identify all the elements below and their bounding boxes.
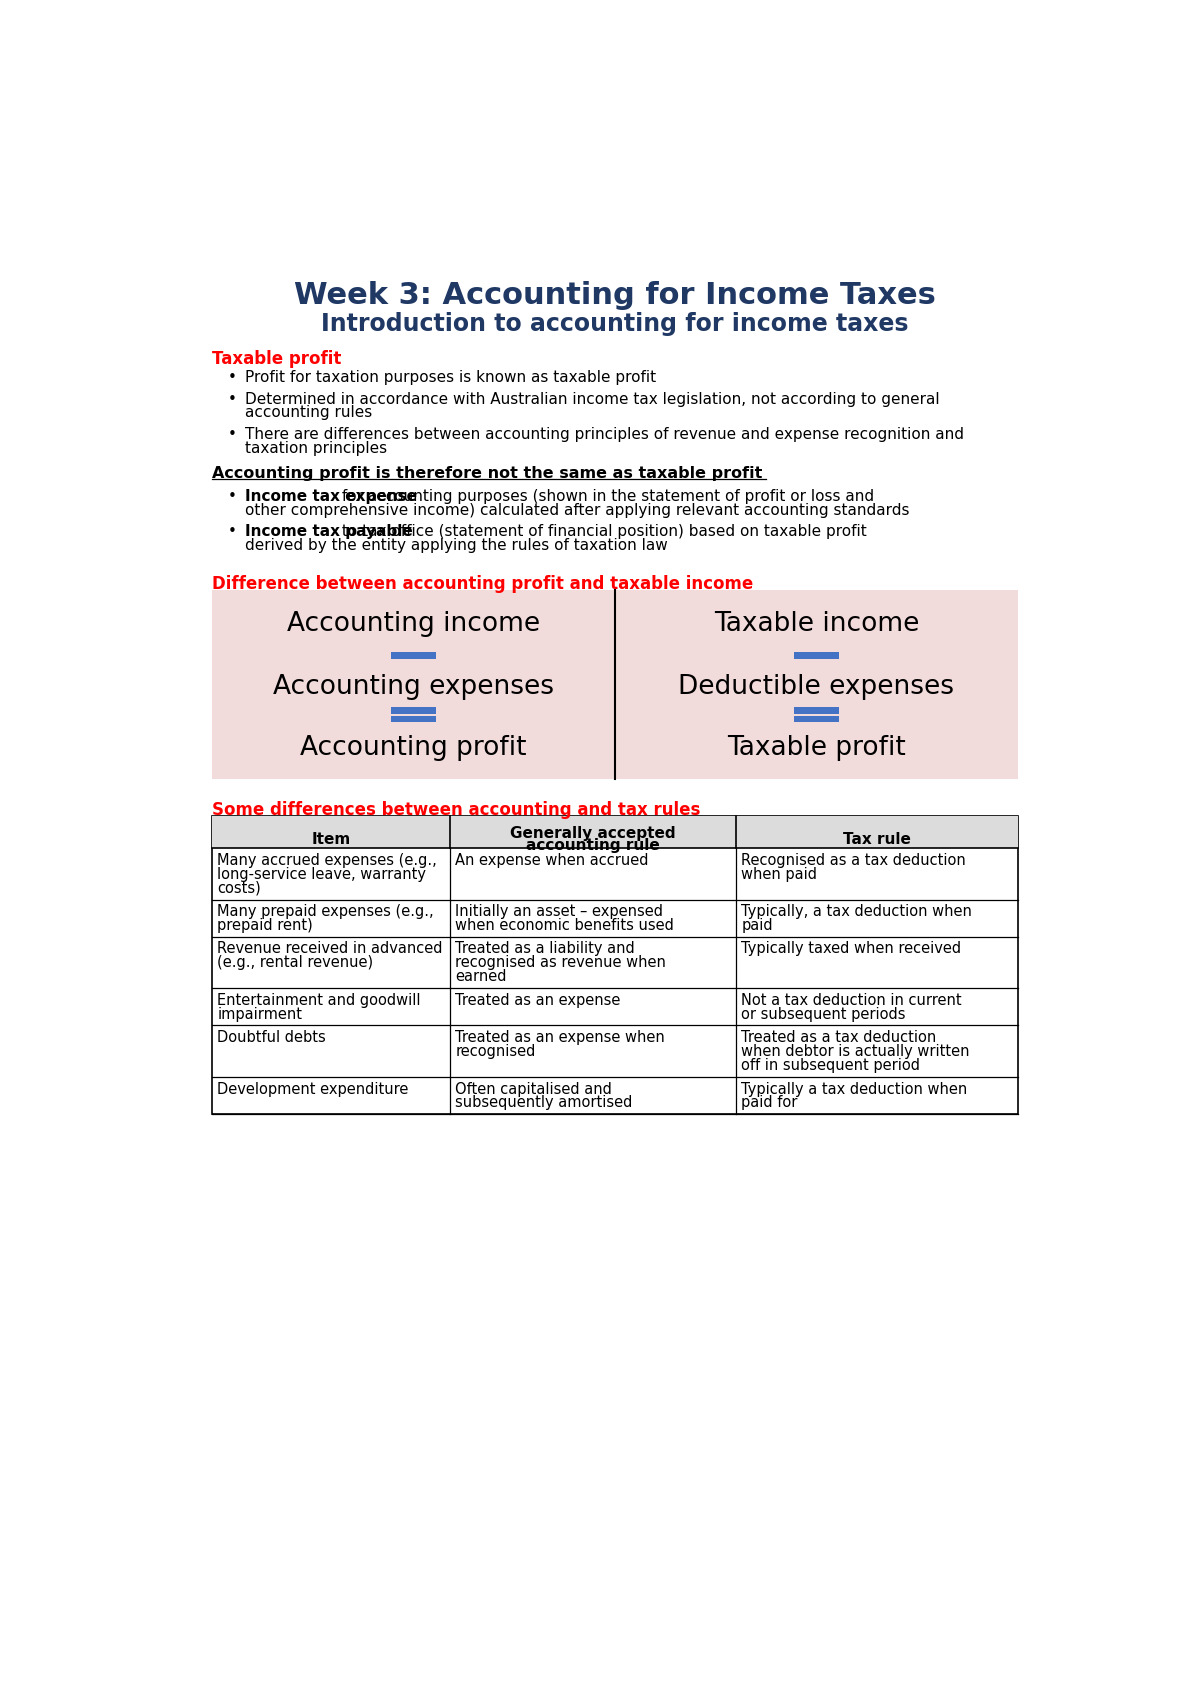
Text: Generally accepted: Generally accepted [510, 825, 676, 841]
Text: recognised: recognised [455, 1044, 535, 1060]
Text: derived by the entity applying the rules of taxation law: derived by the entity applying the rules… [245, 538, 667, 554]
Text: prepaid rent): prepaid rent) [217, 919, 313, 934]
Text: •: • [228, 489, 236, 504]
Text: costs): costs) [217, 881, 262, 895]
Text: Taxable profit: Taxable profit [212, 350, 341, 368]
Text: Some differences between accounting and tax rules: Some differences between accounting and … [212, 800, 701, 818]
Text: when paid: when paid [742, 866, 817, 881]
Text: Treated as an expense: Treated as an expense [455, 993, 620, 1009]
FancyBboxPatch shape [794, 715, 839, 722]
Text: long-service leave, warranty: long-service leave, warranty [217, 866, 426, 881]
Text: or subsequent periods: or subsequent periods [742, 1007, 906, 1022]
Text: Item: Item [311, 832, 350, 847]
Text: Accounting income: Accounting income [287, 611, 540, 637]
FancyBboxPatch shape [391, 652, 436, 659]
Text: Many prepaid expenses (e.g.,: Many prepaid expenses (e.g., [217, 905, 434, 919]
Text: Revenue received in advanced: Revenue received in advanced [217, 941, 443, 956]
Text: Often capitalised and: Often capitalised and [455, 1082, 612, 1097]
Text: •: • [228, 525, 236, 538]
Text: (e.g., rental revenue): (e.g., rental revenue) [217, 956, 373, 970]
Text: other comprehensive income) calculated after applying relevant accounting standa: other comprehensive income) calculated a… [245, 503, 910, 518]
Text: Income tax payable: Income tax payable [245, 525, 413, 538]
Text: Treated as a liability and: Treated as a liability and [455, 941, 635, 956]
Text: Development expenditure: Development expenditure [217, 1082, 409, 1097]
Text: Recognised as a tax deduction: Recognised as a tax deduction [742, 852, 966, 868]
Text: paid: paid [742, 919, 773, 934]
Text: Week 3: Accounting for Income Taxes: Week 3: Accounting for Income Taxes [294, 280, 936, 309]
Text: Difference between accounting profit and taxable income: Difference between accounting profit and… [212, 576, 754, 593]
Text: accounting rules: accounting rules [245, 406, 372, 421]
Text: Taxable profit: Taxable profit [727, 735, 906, 761]
Text: to tax office (statement of financial position) based on taxable profit: to tax office (statement of financial po… [337, 525, 866, 538]
Text: Accounting expenses: Accounting expenses [274, 674, 554, 700]
Text: Treated as an expense when: Treated as an expense when [455, 1031, 665, 1044]
Text: taxation principles: taxation principles [245, 441, 386, 457]
Text: paid for: paid for [742, 1095, 798, 1110]
Text: Deductible expenses: Deductible expenses [678, 674, 954, 700]
FancyBboxPatch shape [212, 817, 1018, 1114]
Text: Not a tax deduction in current: Not a tax deduction in current [742, 993, 962, 1009]
Text: when economic benefits used: when economic benefits used [455, 919, 674, 934]
Text: for accounting purposes (shown in the statement of profit or loss and: for accounting purposes (shown in the st… [337, 489, 874, 504]
Text: earned: earned [455, 970, 506, 985]
Text: •: • [228, 428, 236, 441]
Text: Entertainment and goodwill: Entertainment and goodwill [217, 993, 421, 1009]
Text: Introduction to accounting for income taxes: Introduction to accounting for income ta… [322, 311, 908, 336]
Text: Treated as a tax deduction: Treated as a tax deduction [742, 1031, 936, 1044]
Text: when debtor is actually written: when debtor is actually written [742, 1044, 970, 1060]
FancyBboxPatch shape [391, 715, 436, 722]
Text: recognised as revenue when: recognised as revenue when [455, 956, 666, 970]
Text: Typically, a tax deduction when: Typically, a tax deduction when [742, 905, 972, 919]
FancyBboxPatch shape [212, 591, 1018, 779]
Text: Many accrued expenses (e.g.,: Many accrued expenses (e.g., [217, 852, 437, 868]
Text: An expense when accrued: An expense when accrued [455, 852, 649, 868]
Text: There are differences between accounting principles of revenue and expense recog: There are differences between accounting… [245, 428, 964, 441]
Text: Initially an asset – expensed: Initially an asset – expensed [455, 905, 664, 919]
Text: Accounting profit is therefore not the same as taxable profit: Accounting profit is therefore not the s… [212, 465, 762, 481]
Text: Income tax expense: Income tax expense [245, 489, 416, 504]
FancyBboxPatch shape [794, 708, 839, 715]
Text: Tax rule: Tax rule [844, 832, 911, 847]
Text: subsequently amortised: subsequently amortised [455, 1095, 632, 1110]
Text: Taxable income: Taxable income [714, 611, 919, 637]
Text: Determined in accordance with Australian income tax legislation, not according t: Determined in accordance with Australian… [245, 392, 940, 406]
Text: off in subsequent period: off in subsequent period [742, 1058, 920, 1073]
Text: Typically taxed when received: Typically taxed when received [742, 941, 961, 956]
FancyBboxPatch shape [212, 817, 1018, 849]
Text: accounting rule: accounting rule [526, 839, 660, 852]
Text: Doubtful debts: Doubtful debts [217, 1031, 326, 1044]
Text: impairment: impairment [217, 1007, 302, 1022]
Text: •: • [228, 370, 236, 385]
Text: Profit for taxation purposes is known as taxable profit: Profit for taxation purposes is known as… [245, 370, 655, 385]
Text: •: • [228, 392, 236, 406]
FancyBboxPatch shape [391, 708, 436, 715]
FancyBboxPatch shape [794, 652, 839, 659]
Text: Accounting profit: Accounting profit [300, 735, 527, 761]
Text: Typically a tax deduction when: Typically a tax deduction when [742, 1082, 967, 1097]
